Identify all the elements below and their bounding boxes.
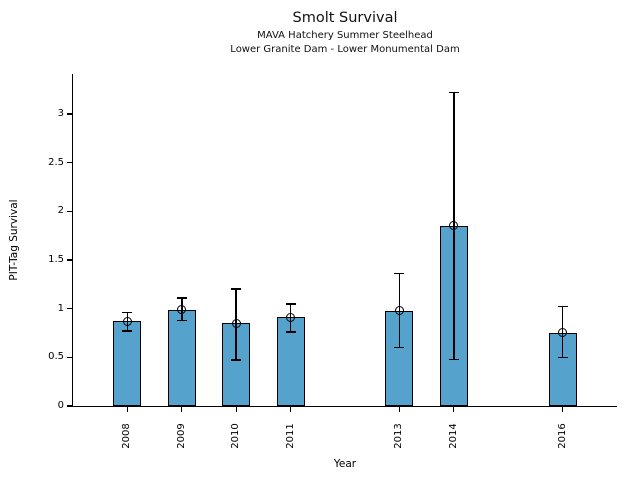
error-bar-cap-bottom [176,319,187,322]
x-tick-label: 2014 [447,423,459,449]
x-tick [181,407,183,413]
error-bar-cap-top [394,272,405,275]
x-tick [561,407,564,413]
error-bar-cap-bottom [285,331,296,333]
y-tick-label: 2 [57,205,64,217]
error-bar-cap-bottom [557,356,568,359]
y-tick-label: 0.5 [48,351,64,363]
error-bar-cap-top [448,91,459,94]
error-bar-cap-bottom [231,359,242,361]
y-tick [67,259,72,261]
y-tick [67,307,72,310]
y-tick-label: 0 [57,400,64,411]
x-tick-label: 2016 [556,423,568,449]
y-tick [67,356,72,358]
error-bar-cap-top [176,297,187,299]
data-point-marker [449,221,459,231]
error-bar-cap-top [231,288,242,290]
y-tick-label: 3 [57,107,64,119]
y-tick-label: 1 [57,302,64,314]
error-bar-cap-top [557,305,568,308]
x-tick-label: 2013 [393,423,405,449]
x-tick [235,407,237,413]
error-bar-cap-bottom [448,358,459,361]
data-point-marker [231,318,241,328]
y-tick [67,210,72,212]
y-tick-label: 2.5 [48,156,64,168]
survival-bar [167,309,196,406]
x-tick [398,407,401,413]
data-point-marker [177,305,187,315]
data-point-marker [558,328,568,338]
x-axis-spine [72,406,618,408]
error-bar-cap-top [285,303,296,305]
y-tick [67,113,72,115]
error-bar-cap-bottom [122,330,133,332]
error-bar-cap-top [122,311,133,314]
data-point-marker [286,312,296,322]
x-tick [453,407,455,413]
chart-subtitle-line2: Lower Granite Dam - Lower Monumental Dam [230,44,460,55]
x-axis-label: Year [333,458,357,470]
data-point-marker [394,306,404,316]
chart-title: Smolt Survival [292,10,398,26]
y-tick [67,405,72,407]
data-point-marker [122,316,132,326]
x-tick [289,407,292,413]
x-tick [126,407,129,413]
y-axis-spine [72,74,74,408]
y-tick-label: 1.5 [48,253,64,265]
survival-bar [113,321,142,406]
x-tick-label: 2009 [175,423,187,449]
chart-subtitle-line1: MAVA Hatchery Summer Steelhead [257,30,433,41]
x-tick-label: 2010 [230,423,242,449]
y-tick [67,161,72,164]
error-bar-cap-bottom [394,346,405,349]
x-tick-label: 2008 [121,423,133,449]
x-tick-label: 2011 [284,423,296,449]
